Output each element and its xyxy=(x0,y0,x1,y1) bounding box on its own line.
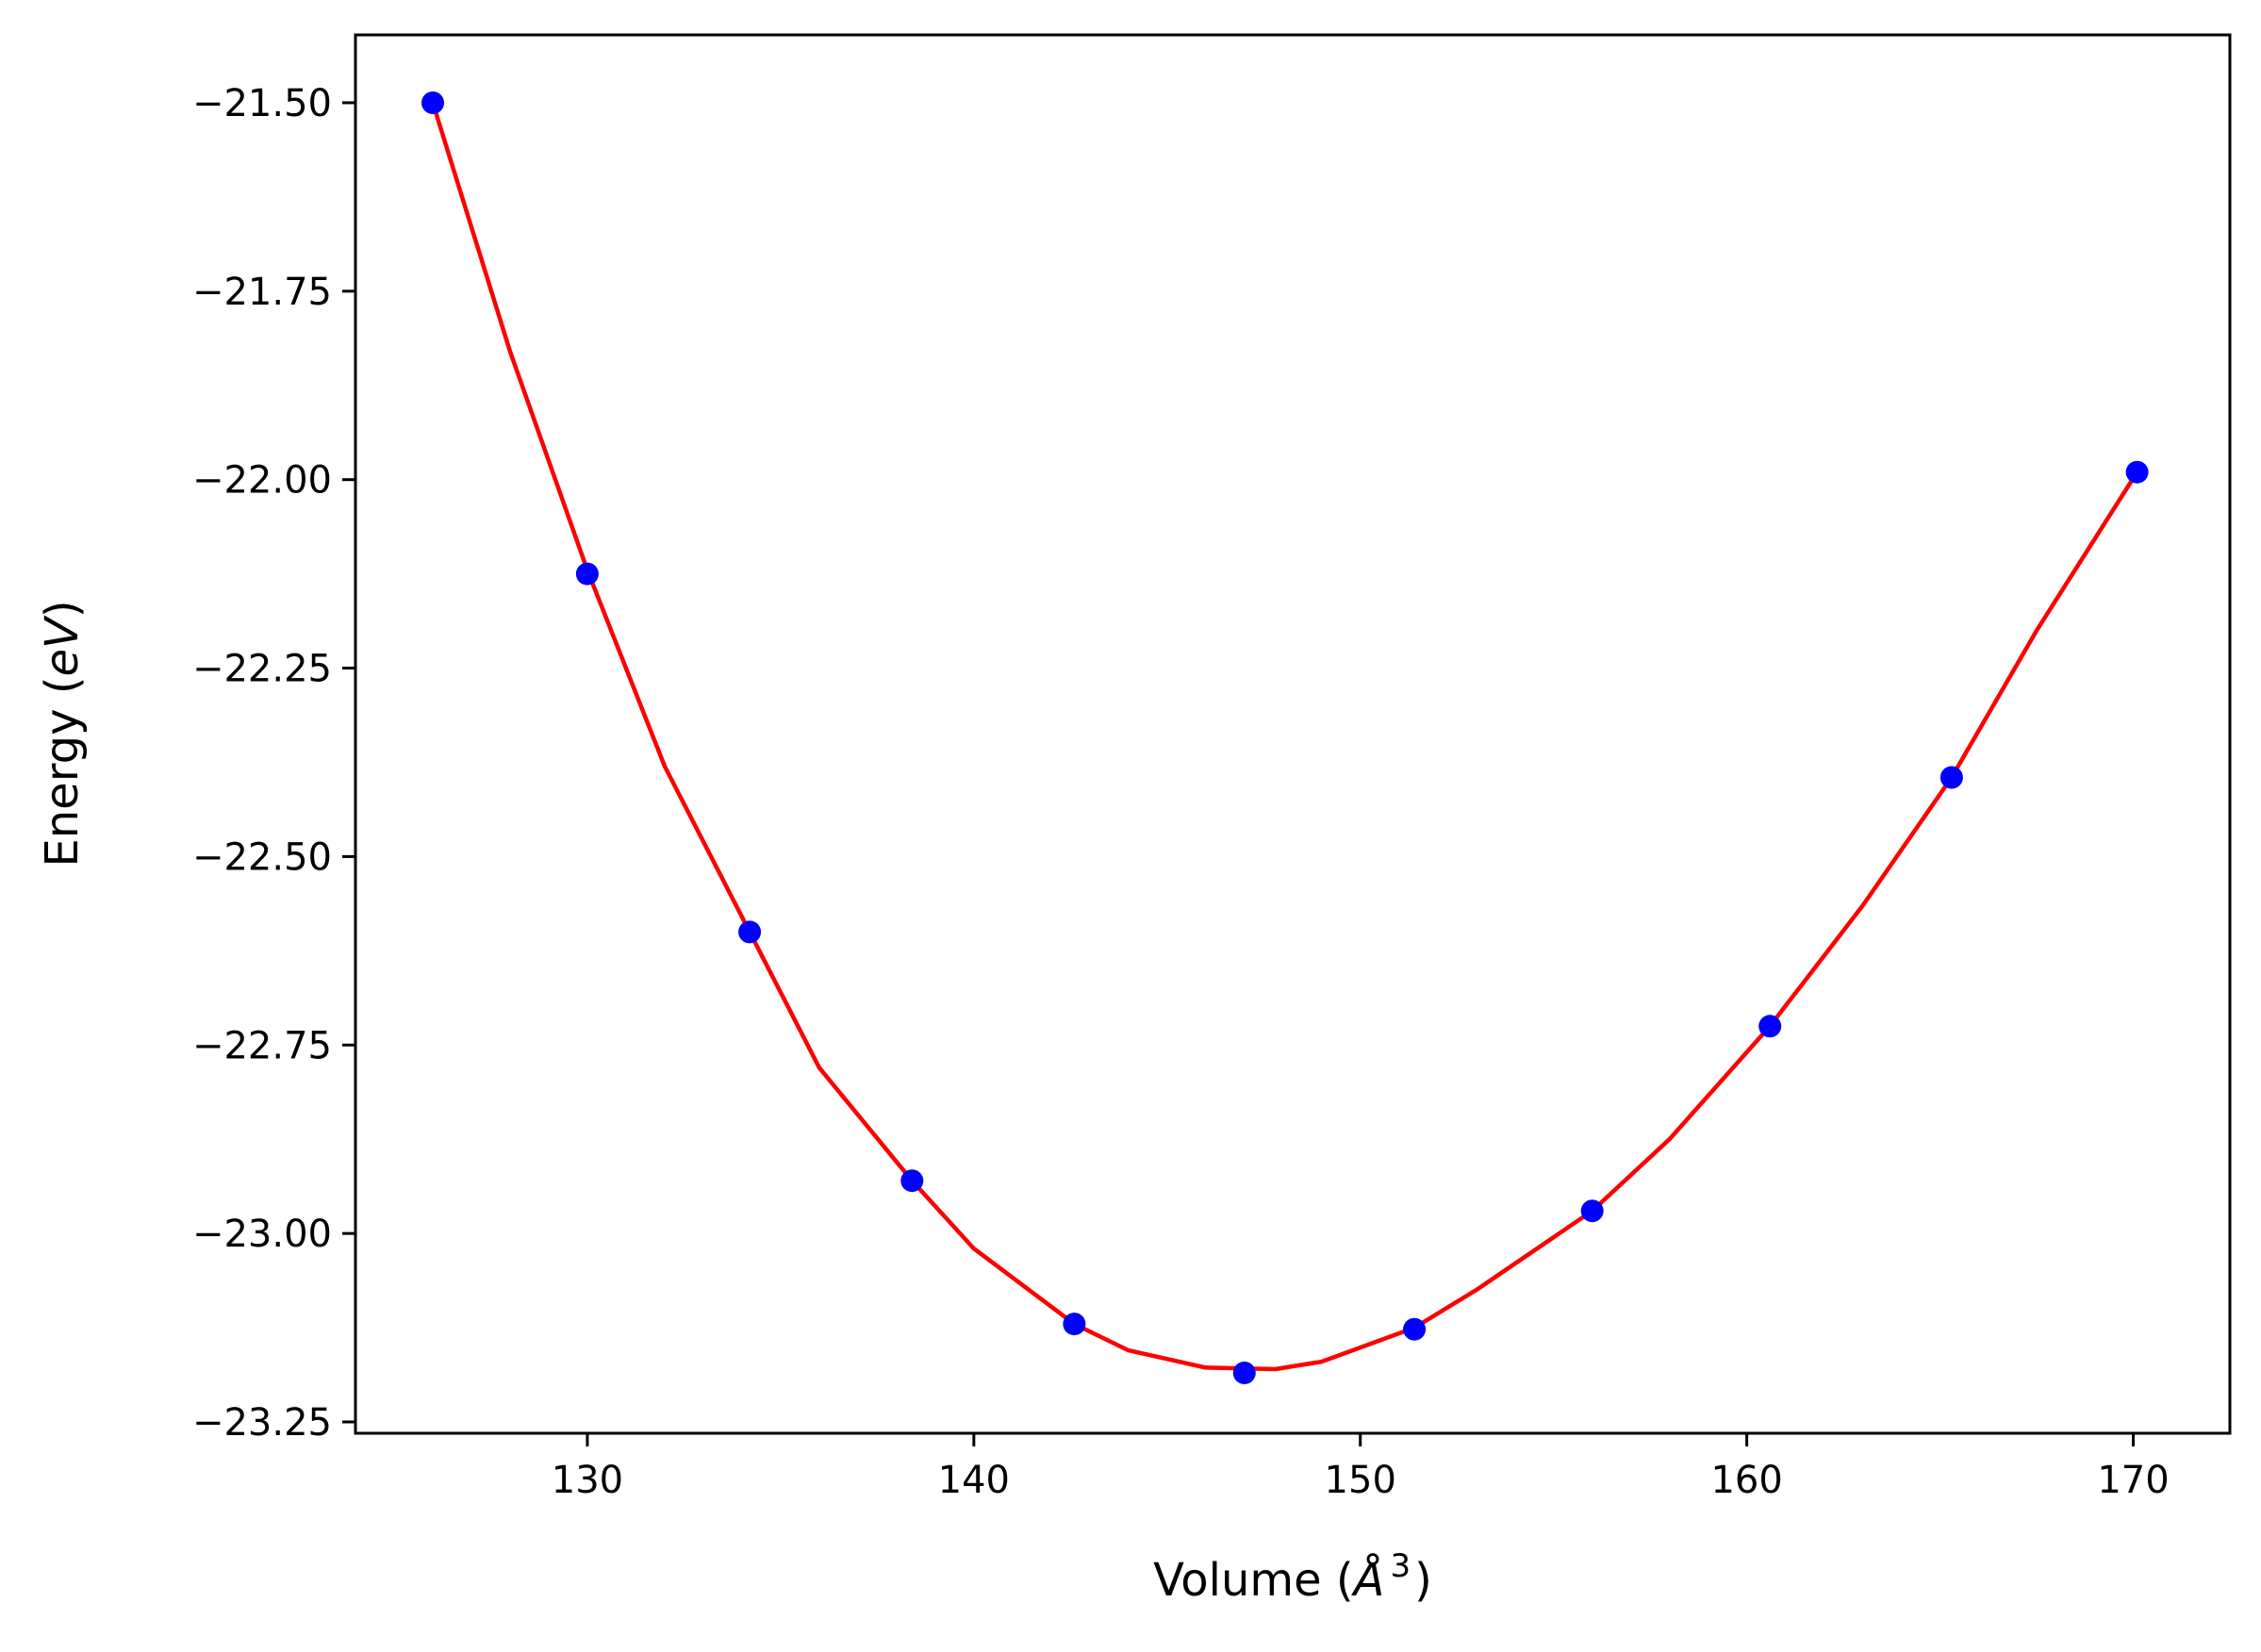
y-axis-label-suffix: ) xyxy=(36,600,89,618)
x-tick-label: 150 xyxy=(1325,1459,1396,1502)
data-point xyxy=(738,920,762,944)
data-point xyxy=(1232,1362,1256,1384)
y-tick-label: −21.75 xyxy=(192,271,332,314)
x-tick-label: 130 xyxy=(552,1459,623,1502)
data-point xyxy=(1403,1317,1427,1341)
y-axis: −21.50 −21.75 −22.00 −22.25 −22.50 −22.75 −23.… xyxy=(192,82,355,1445)
y-tick-label: −22.50 xyxy=(192,835,332,879)
x-tick-label: 170 xyxy=(2097,1459,2169,1502)
data-point xyxy=(2125,460,2149,484)
x-tick-label: 140 xyxy=(938,1459,1010,1502)
x-axis-label-superscript: 3 xyxy=(1390,1547,1411,1585)
x-axis-label: Volume (Å 3) xyxy=(1153,1547,1432,1607)
x-axis: 130 140 150 160 170 xyxy=(552,1433,2170,1502)
plot-frame xyxy=(354,33,2232,1435)
x-axis-label-prefix: Volume ( xyxy=(1153,1554,1354,1607)
y-tick-label: −22.75 xyxy=(192,1024,332,1067)
data-point xyxy=(421,91,444,114)
y-tick-label: −22.25 xyxy=(192,648,332,691)
data-point xyxy=(1758,1015,1782,1038)
data-point xyxy=(1939,766,1963,789)
y-axis-label: Energy (eV) xyxy=(36,600,89,867)
x-axis-label-suffix: ) xyxy=(1414,1554,1432,1607)
y-tick-label: −23.00 xyxy=(192,1213,332,1256)
data-point xyxy=(575,562,599,586)
fit-curve-line xyxy=(430,100,2139,1372)
y-axis-label-prefix: Energy ( xyxy=(36,677,89,867)
data-point xyxy=(900,1169,924,1193)
y-axis-label-unit: eV xyxy=(36,615,89,677)
data-point xyxy=(1580,1199,1604,1223)
y-tick-label: −21.50 xyxy=(192,82,332,125)
data-point xyxy=(1063,1313,1086,1336)
y-tick-label: −22.00 xyxy=(192,459,332,503)
series-layer xyxy=(421,91,2149,1384)
x-axis-label-symbol: Å xyxy=(1351,1553,1385,1607)
y-tick-label: −23.25 xyxy=(192,1401,332,1445)
x-tick-label: 160 xyxy=(1710,1459,1782,1502)
